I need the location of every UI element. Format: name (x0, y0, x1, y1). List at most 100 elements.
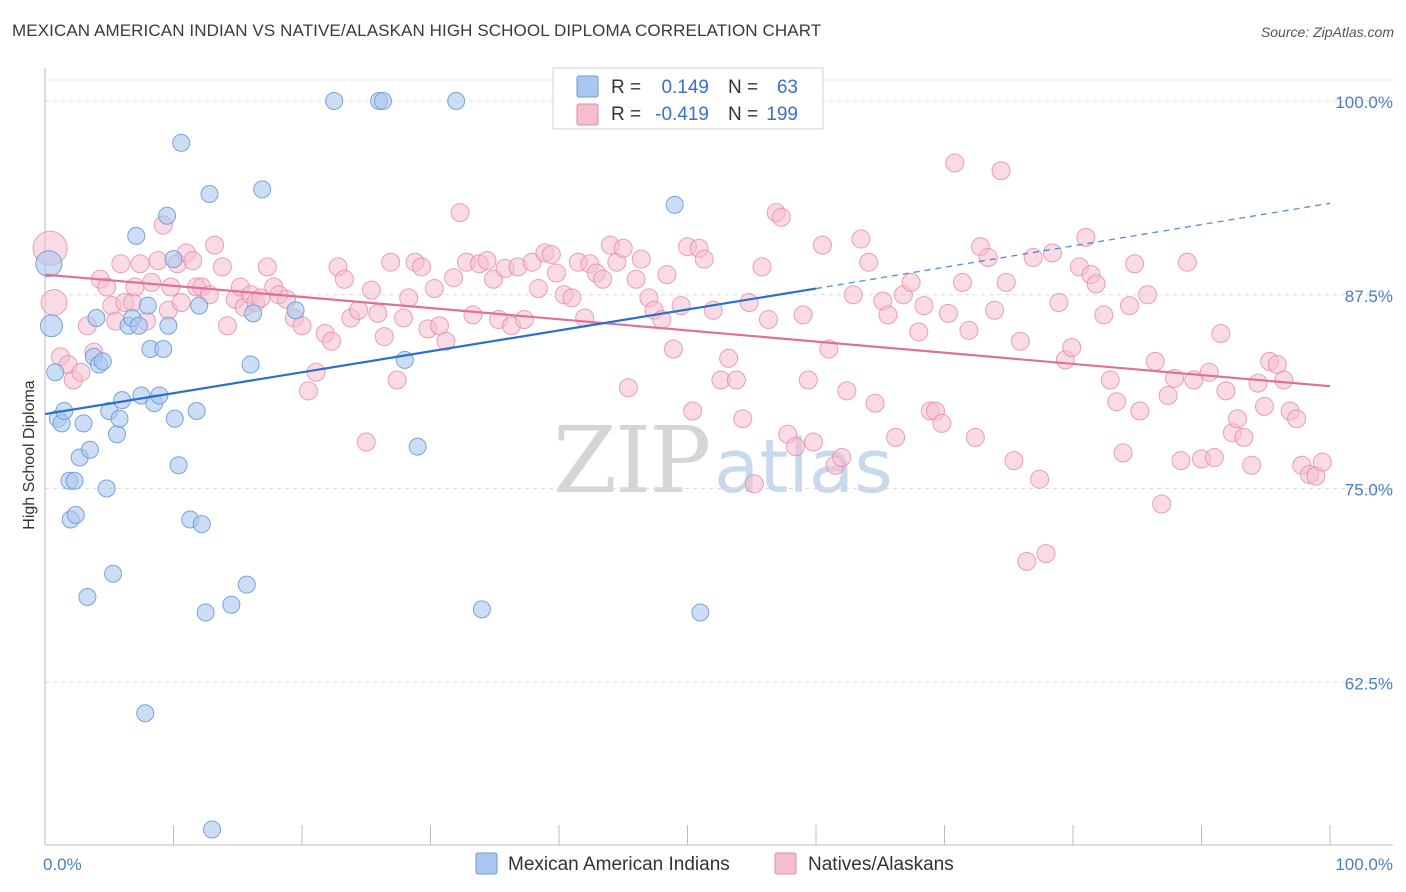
point-natives-alaskans-134 (886, 427, 906, 447)
point-mexican-american-indians-11 (74, 414, 93, 433)
point-mexican-american-indians-43 (190, 296, 209, 315)
chart-source: Source: ZipAtlas.com (1260, 24, 1394, 40)
point-natives-alaskans-165 (1086, 274, 1106, 294)
point-natives-alaskans-54 (361, 280, 381, 300)
point-natives-alaskans-95 (626, 269, 646, 289)
point-natives-alaskans-159 (1049, 293, 1069, 312)
correlation-legend: R = 0.149 N = 63 R = -0.419 N = 199 (552, 67, 824, 130)
point-natives-alaskans-59 (394, 308, 414, 328)
point-natives-alaskans-131 (865, 393, 885, 413)
point-natives-alaskans-82 (541, 244, 561, 264)
legend-label-natives-alaskans: Natives/Alaskans (808, 854, 954, 875)
point-mexican-american-indians-51 (253, 180, 272, 199)
point-natives-alaskans-112 (739, 293, 759, 312)
point-mexican-american-indians-40 (172, 133, 191, 152)
point-mexican-american-indians-49 (241, 355, 260, 374)
point-natives-alaskans-15 (125, 277, 145, 297)
y-tick-labels: 62.5% 75.0% 87.5% 100.0% (1335, 93, 1393, 693)
legend-r-label-blue: R = (611, 77, 641, 98)
point-natives-alaskans-161 (1062, 337, 1082, 357)
point-mexican-american-indians-50 (244, 304, 263, 323)
point-natives-alaskans-90 (593, 269, 613, 289)
point-mexican-american-indians-2 (46, 363, 65, 382)
point-mexican-american-indians-37 (164, 250, 183, 269)
point-natives-alaskans-137 (909, 322, 929, 342)
x-tick-label-min: 0.0% (43, 855, 82, 874)
point-mexican-american-indians-18 (97, 479, 116, 498)
point-mexican-american-indians-35 (158, 206, 177, 225)
point-mexican-american-indians-48 (237, 575, 256, 594)
y-tick-label-0: 62.5% (1345, 674, 1393, 693)
point-natives-alaskans-57 (381, 252, 401, 272)
point-natives-alaskans-9 (97, 277, 117, 297)
point-mexican-american-indians-26 (127, 226, 146, 245)
point-natives-alaskans-50 (334, 269, 354, 289)
point-natives-alaskans-109 (719, 348, 739, 368)
point-mexican-american-indians-55 (373, 92, 392, 110)
point-natives-alaskans-157 (1036, 544, 1056, 564)
y-tick-label-2: 87.5% (1345, 287, 1393, 306)
point-mexican-american-indians-61 (691, 603, 710, 622)
legend-n-value-blue: 63 (777, 77, 798, 98)
trend-line-mexican-american-indians (44, 287, 817, 416)
point-mexican-american-indians-53 (325, 92, 344, 110)
point-natives-alaskans-94 (618, 378, 638, 398)
legend-n-label-pink: N = (728, 104, 758, 125)
point-natives-alaskans-196 (1287, 409, 1307, 429)
legend-swatch-pink (576, 103, 599, 126)
legend-swatch-blue (576, 75, 599, 98)
point-natives-alaskans-156 (1030, 469, 1050, 489)
point-natives-alaskans-101 (663, 339, 683, 359)
point-natives-alaskans-111 (733, 409, 753, 429)
point-natives-alaskans-32 (217, 316, 237, 336)
point-natives-alaskans-85 (562, 288, 582, 308)
point-natives-alaskans-80 (528, 279, 548, 299)
point-natives-alaskans-178 (1171, 451, 1191, 471)
point-natives-alaskans-200 (1312, 452, 1332, 472)
legend-r-value-blue: 0.149 (661, 77, 709, 98)
point-natives-alaskans-78 (514, 310, 534, 330)
point-mexican-american-indians-47 (222, 595, 241, 614)
series-mexican-american-indians (35, 92, 710, 839)
point-mexican-american-indians-34 (154, 340, 173, 358)
point-mexican-american-indians-39 (169, 456, 188, 475)
point-natives-alaskans-153 (1010, 331, 1030, 351)
point-natives-alaskans-152 (1004, 451, 1024, 471)
point-mexican-american-indians-58 (447, 92, 466, 110)
point-natives-alaskans-154 (1017, 551, 1037, 571)
point-natives-alaskans-52 (349, 300, 369, 320)
point-natives-alaskans-55 (368, 303, 388, 323)
point-natives-alaskans-189 (1242, 455, 1262, 475)
legend-swatch-mexican-american-indians (475, 852, 498, 875)
point-natives-alaskans-168 (1107, 392, 1127, 412)
point-natives-alaskans-142 (938, 303, 958, 323)
point-natives-alaskans-191 (1254, 396, 1274, 416)
y-tick-label-1: 75.0% (1345, 481, 1393, 500)
point-natives-alaskans-5 (71, 362, 91, 382)
axes (44, 68, 1393, 846)
point-mexican-american-indians-57 (408, 437, 427, 456)
point-mexican-american-indians-29 (136, 704, 155, 723)
point-natives-alaskans-83 (546, 263, 566, 283)
trend-line-natives-alaskans (44, 273, 1331, 388)
point-mexican-american-indians-9 (66, 505, 85, 524)
point-natives-alaskans-53 (356, 432, 376, 452)
point-natives-alaskans-100 (657, 265, 677, 285)
point-mexican-american-indians-44 (192, 515, 211, 534)
point-natives-alaskans-182 (1199, 362, 1219, 382)
point-natives-alaskans-58 (387, 370, 407, 390)
point-natives-alaskans-68 (450, 203, 470, 223)
point-natives-alaskans-148 (978, 248, 998, 268)
point-mexican-american-indians-8 (65, 471, 84, 490)
point-natives-alaskans-26 (183, 251, 203, 271)
point-natives-alaskans-79 (522, 252, 542, 272)
point-natives-alaskans-115 (758, 310, 778, 330)
point-mexican-american-indians-13 (80, 440, 99, 459)
point-natives-alaskans-143 (945, 153, 965, 173)
point-natives-alaskans-130 (859, 252, 879, 272)
point-mexican-american-indians-21 (107, 425, 126, 444)
point-natives-alaskans-119 (785, 437, 805, 457)
point-natives-alaskans-110 (726, 370, 746, 390)
point-natives-alaskans-104 (683, 401, 703, 421)
point-natives-alaskans-133 (878, 305, 898, 325)
